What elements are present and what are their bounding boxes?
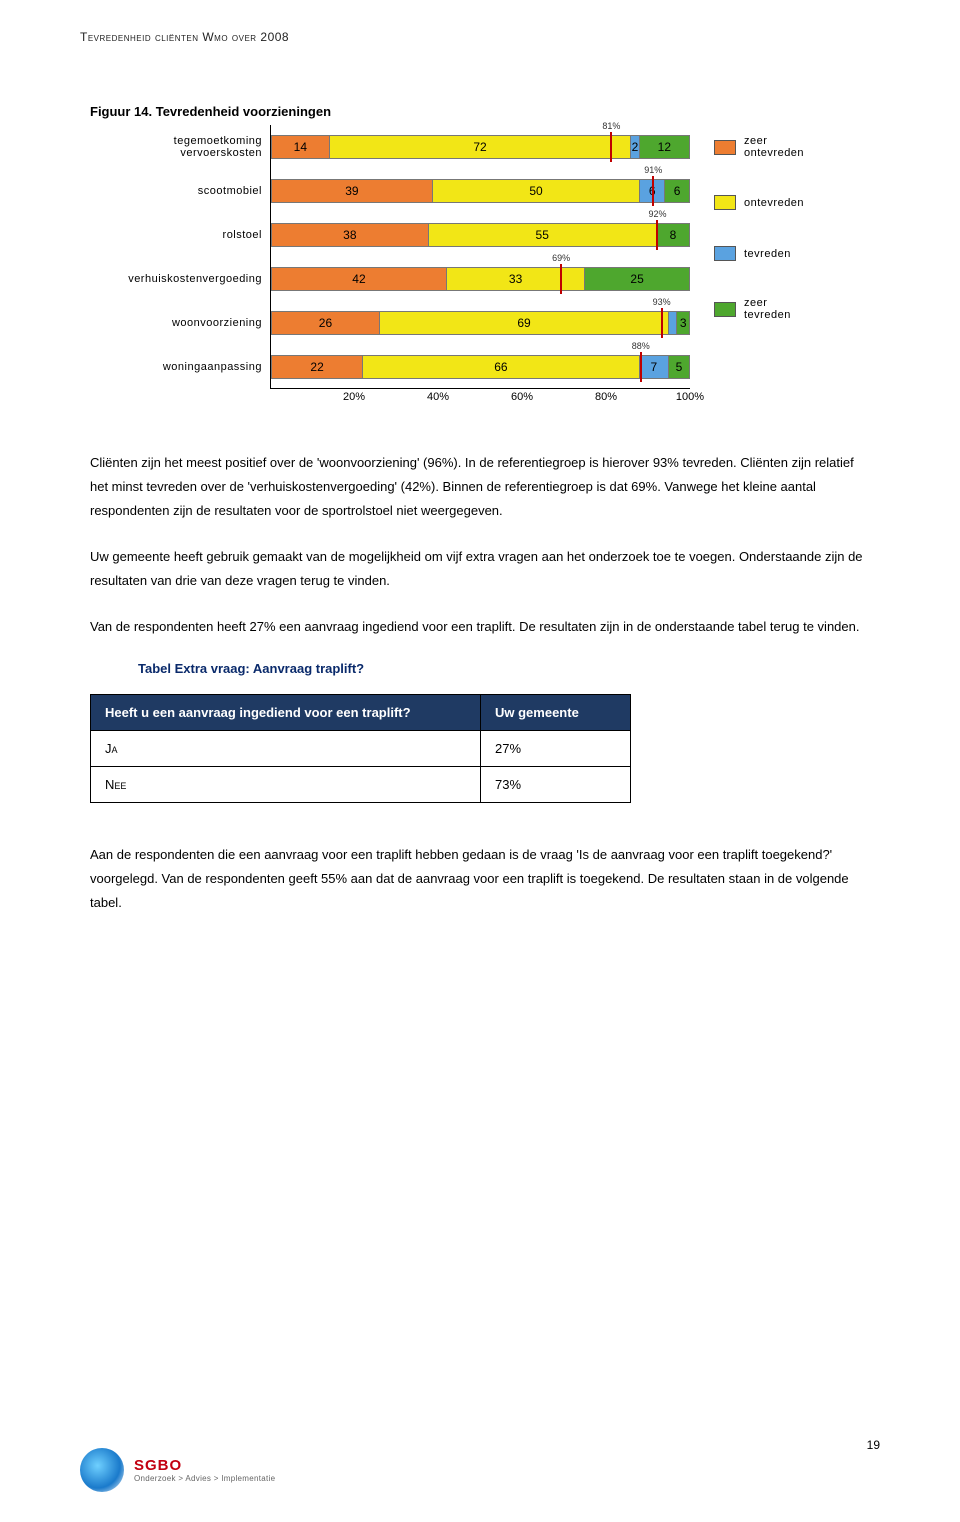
table-row: Ja27%: [91, 731, 631, 767]
chart-reference-marker: [656, 220, 658, 250]
chart-bar-segment: 14: [271, 135, 330, 159]
chart-reference-marker: [652, 176, 654, 206]
chart-bar-segment: 2: [631, 135, 639, 159]
legend-item: zeertevreden: [714, 297, 804, 321]
chart-bar-segment: 25: [585, 267, 690, 291]
chart-category-label: woonvoorziening: [90, 301, 262, 345]
paragraph-2: Uw gemeente heeft gebruik gemaakt van de…: [90, 545, 870, 593]
chart-bar: 395066: [271, 179, 690, 203]
chart-reference-label: 88%: [632, 341, 650, 351]
legend-item: zeerontevreden: [714, 135, 804, 159]
legend-label: zeerontevreden: [744, 135, 804, 159]
legend-item: tevreden: [714, 246, 804, 261]
chart-row: 147221281%: [271, 125, 690, 169]
page-footer: SGBO Onderzoek > Advies > Implementatie: [0, 1448, 960, 1492]
paragraph-1: Cliënten zijn het meest positief over de…: [90, 451, 870, 523]
chart-bar-segment: 33: [447, 267, 585, 291]
chart-bar: 2669 3: [271, 311, 690, 335]
chart-row: 2669393%: [271, 301, 690, 345]
running-header: Tevredenheid cliënten Wmo over 2008: [0, 0, 960, 44]
chart-row: 42332569%: [271, 257, 690, 301]
chart-bar-segment: 6: [665, 179, 690, 203]
chart-category-label: rolstoel: [90, 213, 262, 257]
chart-bar-segment: 55: [429, 223, 657, 247]
chart-reference-label: 92%: [648, 209, 666, 219]
chart-bar: 423325: [271, 267, 690, 291]
logo-brand: SGBO: [134, 1457, 275, 1474]
figure-caption: Figuur 14. Tevredenheid voorzieningen: [90, 104, 870, 119]
chart-bar: 226675: [271, 355, 690, 379]
legend-swatch: [714, 140, 736, 155]
legend-label: zeertevreden: [744, 297, 791, 321]
chart-x-tick: 20%: [343, 391, 365, 403]
chart-reference-marker: [610, 132, 612, 162]
chart-bar-segment: 69: [380, 311, 669, 335]
chart-bar-segment: 66: [363, 355, 640, 379]
chart-x-tick: 60%: [511, 391, 533, 403]
logo-dot-icon: [80, 1448, 124, 1492]
chart-bar-segment: 39: [271, 179, 433, 203]
paragraph-3: Van de respondenten heeft 27% een aanvra…: [90, 615, 870, 639]
chart-category-label: scootmobiel: [90, 169, 262, 213]
chart-row: 3855892%: [271, 213, 690, 257]
chart-reference-marker: [640, 352, 642, 382]
chart-row: 39506691%: [271, 169, 690, 213]
chart-bar-segment: 7: [640, 355, 669, 379]
chart-container: tegemoetkomingvervoerskostenscootmobielr…: [90, 125, 870, 411]
logo-tagline: Onderzoek > Advies > Implementatie: [134, 1474, 275, 1483]
legend-swatch: [714, 195, 736, 210]
legend-swatch: [714, 302, 736, 317]
chart-category-label: tegemoetkomingvervoerskosten: [90, 125, 262, 169]
chart-plot-area: 147221281%39506691%3855892%42332569%2669…: [270, 125, 690, 389]
chart-bar: 38558: [271, 223, 690, 247]
table-heading: Tabel Extra vraag: Aanvraag traplift?: [138, 661, 870, 676]
chart-bar-segment: 72: [330, 135, 632, 159]
table-cell-value: 27%: [481, 731, 631, 767]
chart-bar-segment: 26: [271, 311, 380, 335]
paragraph-4: Aan de respondenten die een aanvraag voo…: [90, 843, 870, 915]
table-row: Nee73%: [91, 767, 631, 803]
chart-x-tick: 80%: [595, 391, 617, 403]
chart-reference-label: 81%: [602, 121, 620, 131]
chart-bar-segment: 50: [433, 179, 640, 203]
chart-x-tick: 100%: [676, 391, 704, 403]
chart-bar-segment: 42: [271, 267, 447, 291]
chart-bar-segment: 5: [669, 355, 690, 379]
chart-category-label: verhuiskostenvergoeding: [90, 257, 262, 301]
table-cell-label: Ja: [91, 731, 481, 767]
chart-bar: 1472212: [271, 135, 690, 159]
chart-reference-marker: [560, 264, 562, 294]
legend-label: tevreden: [744, 248, 791, 260]
table-header-question: Heeft u een aanvraag ingediend voor een …: [91, 695, 481, 731]
chart-reference-label: 93%: [653, 297, 671, 307]
chart-bar-segment: 38: [271, 223, 429, 247]
chart-x-tick: 40%: [427, 391, 449, 403]
chart-row: 22667588%: [271, 345, 690, 389]
chart-bar-segment: 22: [271, 355, 363, 379]
chart-category-label: woningaanpassing: [90, 345, 262, 389]
table-cell-value: 73%: [481, 767, 631, 803]
chart-bar-segment: 3: [677, 311, 690, 335]
chart-x-axis: 20%40%60%80%100%: [270, 391, 690, 411]
chart-bar-segment: 12: [640, 135, 690, 159]
chart-legend: zeerontevreden ontevreden tevreden zeertevr…: [714, 135, 804, 357]
chart-bar-segment: 8: [657, 223, 690, 247]
page-content: Figuur 14. Tevredenheid voorzieningen te…: [0, 44, 960, 915]
legend-swatch: [714, 246, 736, 261]
legend-label: ontevreden: [744, 197, 804, 209]
chart-reference-label: 91%: [644, 165, 662, 175]
legend-item: ontevreden: [714, 195, 804, 210]
table-header-gemeente: Uw gemeente: [481, 695, 631, 731]
traplift-table: Heeft u een aanvraag ingediend voor een …: [90, 694, 631, 803]
chart-reference-label: 69%: [552, 253, 570, 263]
chart-y-labels: tegemoetkomingvervoerskostenscootmobielr…: [90, 125, 270, 389]
chart-bar-segment: [669, 311, 677, 335]
logo: SGBO Onderzoek > Advies > Implementatie: [80, 1448, 880, 1492]
table-cell-label: Nee: [91, 767, 481, 803]
chart-reference-marker: [661, 308, 663, 338]
